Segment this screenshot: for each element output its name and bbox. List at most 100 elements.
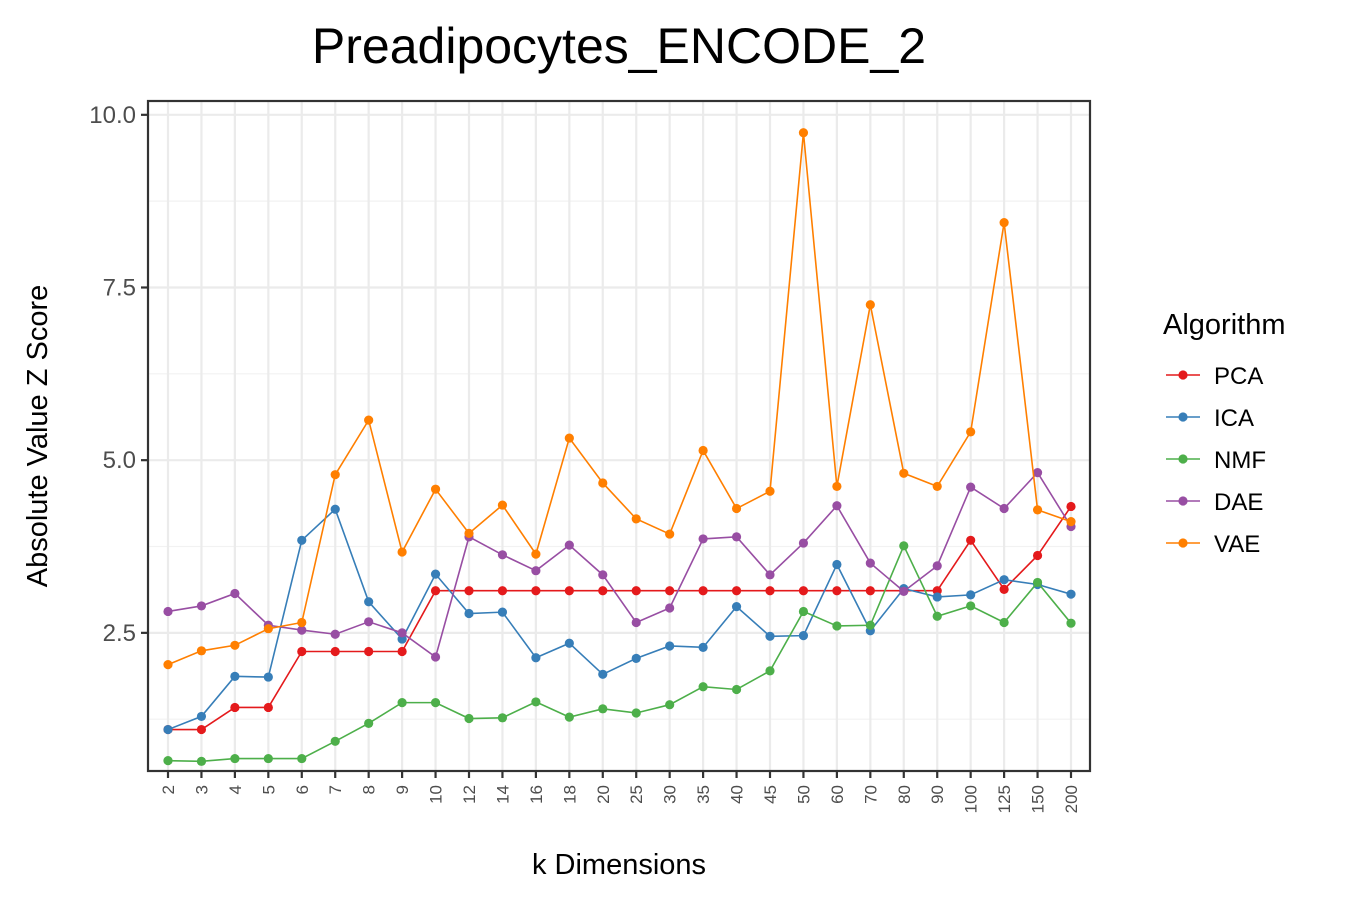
point-dae-8: [364, 617, 374, 627]
x-tick-label: 9: [393, 785, 412, 794]
point-dae-100: [966, 482, 976, 492]
point-dae-16: [531, 566, 541, 576]
point-nmf-2: [163, 756, 173, 766]
point-dae-150: [1032, 468, 1043, 478]
point-dae-60: [832, 501, 842, 511]
point-nmf-18: [564, 712, 574, 722]
point-dae-40: [731, 532, 742, 542]
point-dae-25: [631, 617, 641, 628]
x-tick-label: 100: [962, 785, 981, 813]
point-vae-3: [196, 646, 207, 656]
point-pca-3: [196, 724, 207, 735]
legend-key-point-nmf: [1178, 454, 1188, 464]
point-dae-10: [430, 652, 441, 662]
legend-key-point-pca: [1178, 370, 1188, 380]
point-ica-4: [230, 671, 240, 681]
point-pca-35: [698, 586, 708, 596]
point-vae-12: [464, 528, 474, 538]
point-vae-30: [665, 529, 675, 539]
point-pca-4: [230, 702, 240, 713]
point-ica-90: [932, 592, 942, 602]
legend-label-vae: VAE: [1214, 531, 1260, 558]
point-nmf-125: [999, 617, 1009, 628]
point-dae-2: [163, 606, 173, 617]
point-pca-16: [531, 586, 541, 596]
point-vae-10: [430, 484, 441, 494]
point-pca-14: [497, 586, 508, 596]
series-nmf: [163, 541, 1076, 766]
x-tick-label: 50: [794, 785, 813, 804]
point-pca-20: [598, 586, 608, 596]
x-tick-label: 14: [493, 785, 512, 804]
point-dae-7: [330, 629, 340, 639]
point-pca-50: [798, 586, 809, 596]
legend-item-vae: VAE: [1166, 531, 1260, 558]
point-nmf-80: [899, 541, 909, 551]
legend-item-ica: ICA: [1166, 405, 1254, 432]
chart-title: Preadipocytes_ENCODE_2: [312, 18, 926, 74]
legend-label-dae: DAE: [1214, 489, 1263, 516]
point-pca-18: [564, 586, 574, 596]
point-vae-25: [631, 514, 641, 524]
point-nmf-60: [832, 621, 842, 631]
point-pca-40: [731, 586, 742, 596]
x-tick-label: 20: [594, 785, 613, 804]
point-dae-50: [798, 538, 809, 548]
point-ica-200: [1066, 589, 1076, 599]
point-vae-7: [330, 470, 340, 480]
point-vae-150: [1032, 505, 1043, 515]
point-nmf-9: [397, 698, 407, 708]
point-dae-35: [698, 534, 708, 544]
point-ica-14: [497, 607, 508, 617]
x-axis: 2 3 4 5 6 7 8 9 10 12 14 16 18 20 25 30 35 40 45 50 60 70 80 90…: [159, 771, 1081, 813]
x-tick-label: 25: [627, 785, 646, 804]
point-dae-80: [899, 586, 909, 597]
point-ica-20: [598, 669, 608, 679]
x-tick-label: 70: [861, 785, 880, 804]
point-nmf-8: [364, 718, 374, 728]
x-tick-label: 90: [928, 785, 947, 804]
point-ica-35: [698, 642, 708, 652]
series-line-nmf: [167, 543, 1072, 763]
point-vae-45: [765, 486, 775, 496]
point-nmf-50: [798, 606, 809, 617]
point-vae-14: [497, 500, 508, 510]
point-pca-30: [665, 586, 675, 596]
point-dae-9: [397, 628, 407, 638]
point-nmf-45: [765, 666, 775, 676]
x-tick-label: 60: [828, 785, 847, 804]
point-vae-2: [163, 660, 173, 670]
point-pca-9: [397, 646, 407, 657]
legend-label-ica: ICA: [1214, 405, 1254, 432]
point-nmf-14: [497, 713, 508, 723]
point-dae-3: [196, 601, 207, 611]
point-vae-35: [698, 445, 708, 456]
point-ica-45: [765, 631, 775, 641]
x-tick-label: 16: [527, 785, 546, 804]
x-axis-title: k Dimensions: [532, 849, 706, 881]
point-vae-200: [1066, 517, 1076, 527]
point-ica-30: [665, 641, 675, 651]
x-tick-label: 40: [728, 785, 747, 804]
legend-item-dae: DAE: [1166, 489, 1263, 516]
point-dae-90: [932, 561, 942, 571]
point-nmf-35: [698, 682, 708, 692]
point-vae-50: [798, 128, 809, 138]
point-nmf-3: [196, 756, 207, 766]
x-tick-label: 18: [560, 785, 579, 804]
point-ica-6: [297, 535, 307, 545]
point-ica-18: [564, 638, 574, 648]
point-vae-9: [397, 547, 407, 557]
y-axis: 2.5 5.0 7.5 10.0: [89, 102, 148, 647]
point-dae-6: [297, 625, 307, 635]
point-vae-100: [966, 427, 976, 437]
point-ica-5: [263, 672, 273, 682]
point-vae-16: [531, 549, 541, 559]
point-pca-12: [464, 586, 474, 596]
y-tick-label: 10.0: [89, 102, 136, 129]
x-tick-label: 2: [159, 785, 178, 794]
point-vae-90: [932, 481, 942, 492]
point-nmf-20: [598, 704, 608, 714]
y-tick-label: 7.5: [103, 274, 136, 301]
